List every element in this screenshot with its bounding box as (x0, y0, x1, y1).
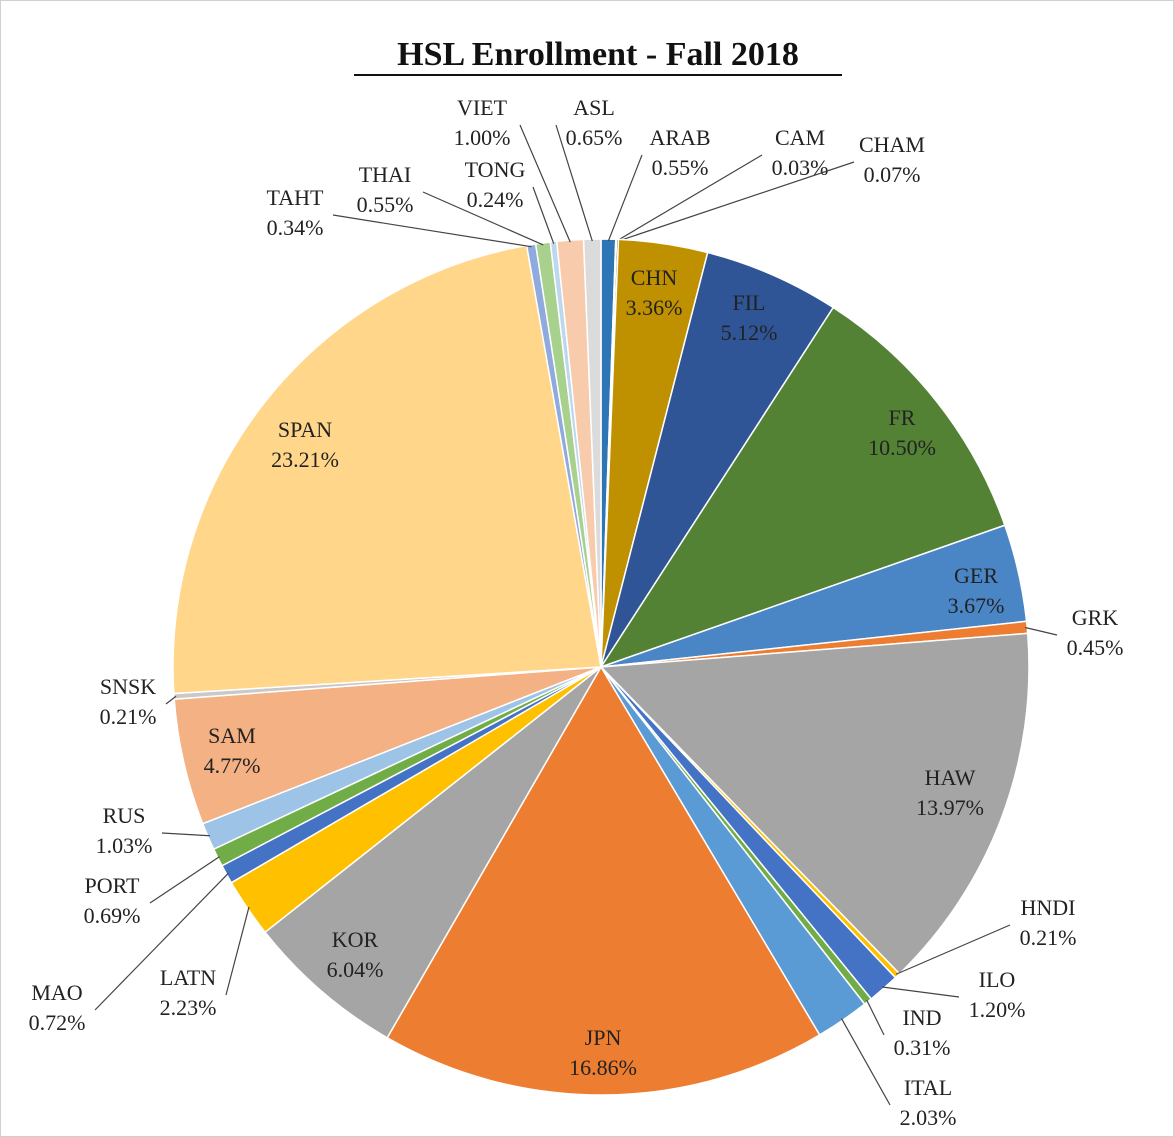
leader-line (519, 124, 571, 243)
leader-line (617, 161, 855, 242)
slice-label: CHAM (859, 132, 925, 157)
chart-title: HSL Enrollment - Fall 2018 (397, 36, 799, 73)
slice-value-label: 1.20% (969, 997, 1026, 1022)
slice-label: IND (902, 1005, 941, 1030)
leader-line (422, 191, 544, 246)
slice-value-label: 1.03% (96, 833, 153, 858)
leader-line (94, 872, 229, 1011)
leader-line (225, 906, 250, 996)
pie-slice (264, 666, 602, 1039)
leader-line (615, 154, 763, 242)
slice-label: MAO (31, 980, 82, 1005)
slice-label: SAM (208, 723, 256, 748)
leader-line (895, 924, 1011, 975)
slice-value-label: 4.77% (204, 753, 261, 778)
slice-label: HAW (925, 765, 976, 790)
slice-value-label: 0.72% (29, 1010, 86, 1035)
slice-label: GER (954, 563, 998, 588)
slice-label: CAM (775, 125, 825, 150)
slice-value-label: 13.97% (916, 795, 984, 820)
slice-label: HNDI (1021, 895, 1076, 920)
pie-slice (599, 306, 1006, 669)
slice-value-label: 0.31% (894, 1035, 951, 1060)
slice-value-label: 0.69% (84, 903, 141, 928)
leader-line (532, 186, 555, 244)
slice-label: ITAL (904, 1075, 952, 1100)
slice-label: FR (889, 405, 916, 430)
slice-value-label: 0.65% (566, 125, 623, 150)
slice-value-label: 16.86% (569, 1055, 637, 1080)
slice-value-label: 0.21% (100, 704, 157, 729)
leader-line (1025, 626, 1058, 636)
slice-label: FIL (733, 290, 766, 315)
leader-line (165, 695, 177, 705)
slice-label: TAHT (267, 185, 324, 210)
slice-value-label: 0.34% (267, 215, 324, 240)
slice-value-label: 23.21% (271, 447, 339, 472)
slice-value-label: 0.24% (467, 187, 524, 212)
slice-label: CHN (631, 265, 678, 290)
slice-value-label: 2.03% (900, 1105, 957, 1130)
leader-line (882, 986, 960, 998)
leader-line (161, 832, 210, 837)
leader-line (332, 214, 532, 248)
pie-slice (172, 244, 602, 695)
slice-label: ILO (979, 967, 1016, 992)
slice-value-label: 0.55% (652, 155, 709, 180)
slice-label: THAI (359, 162, 412, 187)
slice-value-label: 0.45% (1067, 635, 1124, 660)
slice-value-label: 3.36% (626, 295, 683, 320)
pie-slice (599, 632, 1030, 975)
slice-label: GRK (1072, 605, 1119, 630)
slice-label: VIET (457, 95, 508, 120)
slice-value-label: 1.00% (454, 125, 511, 150)
leader-line (866, 999, 885, 1036)
leader-line (555, 124, 593, 242)
slice-value-label: 10.50% (868, 435, 936, 460)
slice-value-label: 5.12% (721, 320, 778, 345)
slice-label: TONG (465, 157, 526, 182)
slice-label: KOR (332, 927, 379, 952)
pie-slice (386, 665, 821, 1096)
slice-value-label: 0.21% (1020, 925, 1077, 950)
leader-line (149, 856, 220, 904)
slice-value-label: 0.07% (864, 162, 921, 187)
slice-label: ASL (573, 95, 615, 120)
slice-value-label: 0.55% (357, 192, 414, 217)
slice-value-label: 2.23% (160, 995, 217, 1020)
slice-label: PORT (85, 873, 140, 898)
slice-value-label: 3.67% (948, 593, 1005, 618)
slice-label: SPAN (278, 417, 332, 442)
slice-value-label: 0.03% (772, 155, 829, 180)
leader-line (841, 1018, 891, 1106)
slice-label: LATN (160, 965, 216, 990)
slice-label: ARAB (649, 125, 710, 150)
slice-label: SNSK (100, 674, 156, 699)
slice-label: JPN (585, 1025, 622, 1050)
slice-value-label: 6.04% (327, 957, 384, 982)
slice-label: RUS (103, 803, 146, 828)
leader-line (607, 154, 643, 242)
